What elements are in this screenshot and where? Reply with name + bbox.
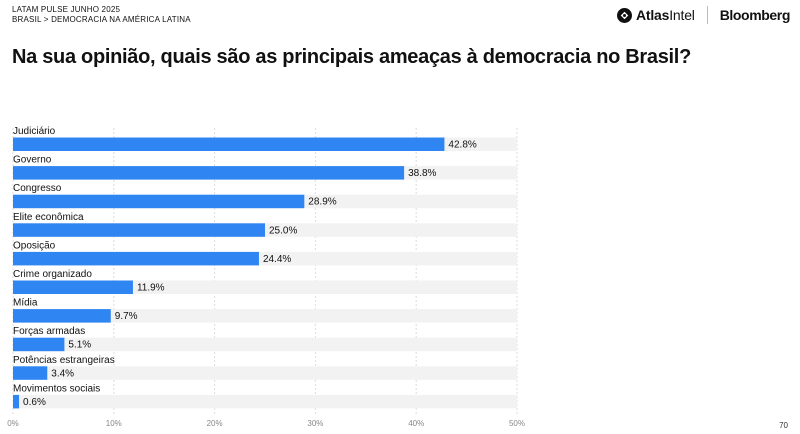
- bar: [13, 366, 48, 380]
- x-tick-label: 10%: [106, 419, 122, 428]
- category-label: Movimentos sociais: [13, 383, 100, 394]
- bar-track: [13, 280, 517, 294]
- bar-track: [13, 309, 517, 323]
- category-label: Potências estrangeiras: [13, 355, 115, 366]
- x-tick-label: 0%: [7, 419, 19, 428]
- bar: [13, 194, 305, 209]
- value-label: 9.7%: [115, 311, 138, 322]
- value-label: 28.9%: [308, 197, 336, 208]
- category-label: Oposição: [13, 240, 56, 251]
- category-label: Elite econômica: [13, 212, 84, 223]
- bar-track: [13, 337, 517, 352]
- category-label: Congresso: [13, 183, 62, 194]
- intel-brand-text: Intel: [669, 7, 695, 23]
- chart-title: Na sua opinião, quais são as principais …: [12, 46, 691, 68]
- bloomberg-logo: Bloomberg: [719, 7, 791, 23]
- report-name: LATAM PULSE JUNHO 2025: [12, 5, 121, 14]
- bar: [13, 280, 133, 294]
- brand-logos: Atlas Intel Bloomberg: [616, 4, 791, 26]
- category-label: Mídia: [13, 298, 38, 309]
- atlasintel-logo: Atlas Intel: [616, 7, 695, 23]
- report-header: LATAM PULSE JUNHO 2025 BRASIL > DEMOCRAC…: [12, 5, 191, 25]
- value-label: 0.6%: [23, 397, 46, 408]
- value-label: 3.4%: [51, 368, 74, 379]
- value-label: 38.8%: [408, 168, 436, 179]
- bar: [13, 394, 20, 409]
- bar: [13, 137, 445, 151]
- x-tick-label: 30%: [307, 419, 323, 428]
- bar-track: [13, 366, 517, 380]
- bar-track: [13, 394, 517, 409]
- bar: [13, 223, 265, 237]
- category-label: Governo: [13, 155, 52, 166]
- value-label: 24.4%: [263, 254, 291, 265]
- page-number: 70: [779, 421, 788, 430]
- bar: [13, 251, 259, 266]
- x-tick-label: 50%: [509, 419, 525, 428]
- atlasintel-logo-icon: [616, 7, 632, 23]
- value-label: 25.0%: [269, 225, 297, 236]
- value-label: 42.8%: [448, 140, 476, 151]
- x-tick-label: 40%: [408, 419, 424, 428]
- category-label: Forças armadas: [13, 326, 85, 337]
- value-label: 5.1%: [68, 340, 91, 351]
- category-label: Judiciário: [13, 126, 56, 137]
- brand-divider: [706, 6, 708, 24]
- x-tick-label: 20%: [207, 419, 223, 428]
- value-label: 11.9%: [137, 283, 165, 294]
- bar: [13, 166, 405, 180]
- atlas-brand-text: Atlas: [635, 7, 670, 23]
- category-label: Crime organizado: [13, 269, 92, 280]
- breadcrumb: BRASIL > DEMOCRACIA NA AMÉRICA LATINA: [12, 15, 191, 24]
- bar: [13, 309, 111, 323]
- bar: [13, 337, 65, 352]
